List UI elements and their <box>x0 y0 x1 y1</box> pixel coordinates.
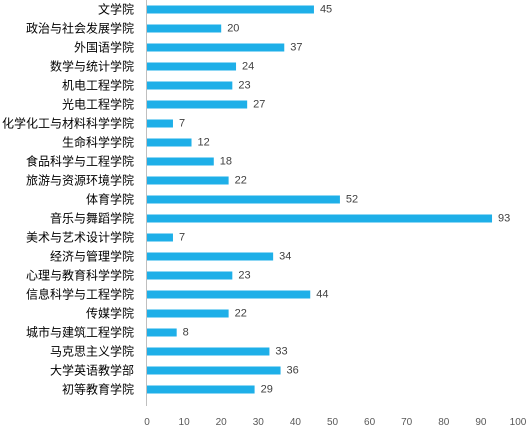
bar <box>147 233 173 242</box>
data-label: 44 <box>316 289 328 301</box>
category-label: 体育学院 <box>86 192 134 207</box>
category-labels: 文学院政治与社会发展学院外国语学院数学与统计学院机电工程学院光电工程学院化学化工… <box>2 2 134 397</box>
bar <box>147 347 270 356</box>
category-label: 外国语学院 <box>74 40 134 55</box>
category-label: 传媒学院 <box>86 306 134 321</box>
bar <box>147 157 214 166</box>
data-label: 8 <box>183 327 189 339</box>
bar <box>147 100 248 109</box>
category-label: 初等教育学院 <box>62 382 134 397</box>
data-label: 45 <box>320 4 332 16</box>
category-label: 马克思主义学院 <box>50 344 134 359</box>
bar <box>147 328 177 337</box>
data-label: 22 <box>235 308 247 320</box>
bar <box>147 271 233 280</box>
data-label: 52 <box>346 194 358 206</box>
x-tick-label: 10 <box>179 417 191 428</box>
x-tick-label: 0 <box>144 417 150 428</box>
category-label: 数学与统计学院 <box>50 59 134 74</box>
category-label: 文学院 <box>98 2 134 17</box>
bars-group <box>147 5 493 394</box>
x-tick-label: 70 <box>401 417 413 428</box>
x-tick-label: 50 <box>327 417 339 428</box>
data-label: 12 <box>198 137 210 149</box>
category-label: 机电工程学院 <box>62 78 134 93</box>
x-tick-label: 90 <box>475 417 487 428</box>
bar <box>147 119 173 128</box>
bar <box>147 176 229 185</box>
data-label: 22 <box>235 175 247 187</box>
data-label: 18 <box>220 156 232 168</box>
x-tick-label: 80 <box>438 417 450 428</box>
category-label: 光电工程学院 <box>62 97 134 112</box>
data-label: 33 <box>275 346 287 358</box>
bar <box>147 24 222 33</box>
bar <box>147 252 274 261</box>
x-tick-label: 100 <box>510 417 527 428</box>
data-label: 24 <box>242 61 254 73</box>
bar <box>147 385 255 394</box>
category-label: 食品科学与工程学院 <box>26 154 134 169</box>
bar <box>147 138 192 147</box>
category-label: 政治与社会发展学院 <box>26 21 134 36</box>
data-label: 23 <box>238 270 250 282</box>
data-label: 23 <box>238 80 250 92</box>
bar <box>147 43 285 52</box>
bar <box>147 366 281 375</box>
bar <box>147 290 311 299</box>
bar <box>147 62 237 71</box>
x-tick-label: 40 <box>290 417 302 428</box>
data-label: 7 <box>179 232 185 244</box>
data-label: 93 <box>498 213 510 225</box>
category-label: 生命科学学院 <box>62 135 134 150</box>
category-label: 化学化工与材料科学学院 <box>2 116 134 131</box>
data-label: 20 <box>227 23 239 35</box>
bar <box>147 309 229 318</box>
category-label: 经济与管理学院 <box>50 249 134 264</box>
x-tick-label: 60 <box>364 417 376 428</box>
data-label: 27 <box>253 99 265 111</box>
category-label: 音乐与舞蹈学院 <box>50 211 134 226</box>
category-label: 信息科学与工程学院 <box>26 287 134 302</box>
category-label: 心理与教育科学学院 <box>26 268 134 283</box>
bar <box>147 5 314 14</box>
x-tick-label: 30 <box>253 417 265 428</box>
category-label: 大学英语教学部 <box>50 363 134 378</box>
data-label: 34 <box>279 251 291 263</box>
category-label: 美术与艺术设计学院 <box>26 230 134 245</box>
bar <box>147 195 340 204</box>
x-tick-label: 20 <box>216 417 228 428</box>
bar <box>147 81 233 90</box>
data-label: 37 <box>290 42 302 54</box>
data-label: 36 <box>287 365 299 377</box>
bar <box>147 214 493 223</box>
data-label: 7 <box>179 118 185 130</box>
data-label: 29 <box>261 384 273 396</box>
category-label: 旅游与资源环境学院 <box>26 173 134 188</box>
x-axis-ticks: 0 10 20 30 40 50 60 70 80 90 100 <box>144 417 527 428</box>
category-label: 城市与建筑工程学院 <box>26 325 134 340</box>
